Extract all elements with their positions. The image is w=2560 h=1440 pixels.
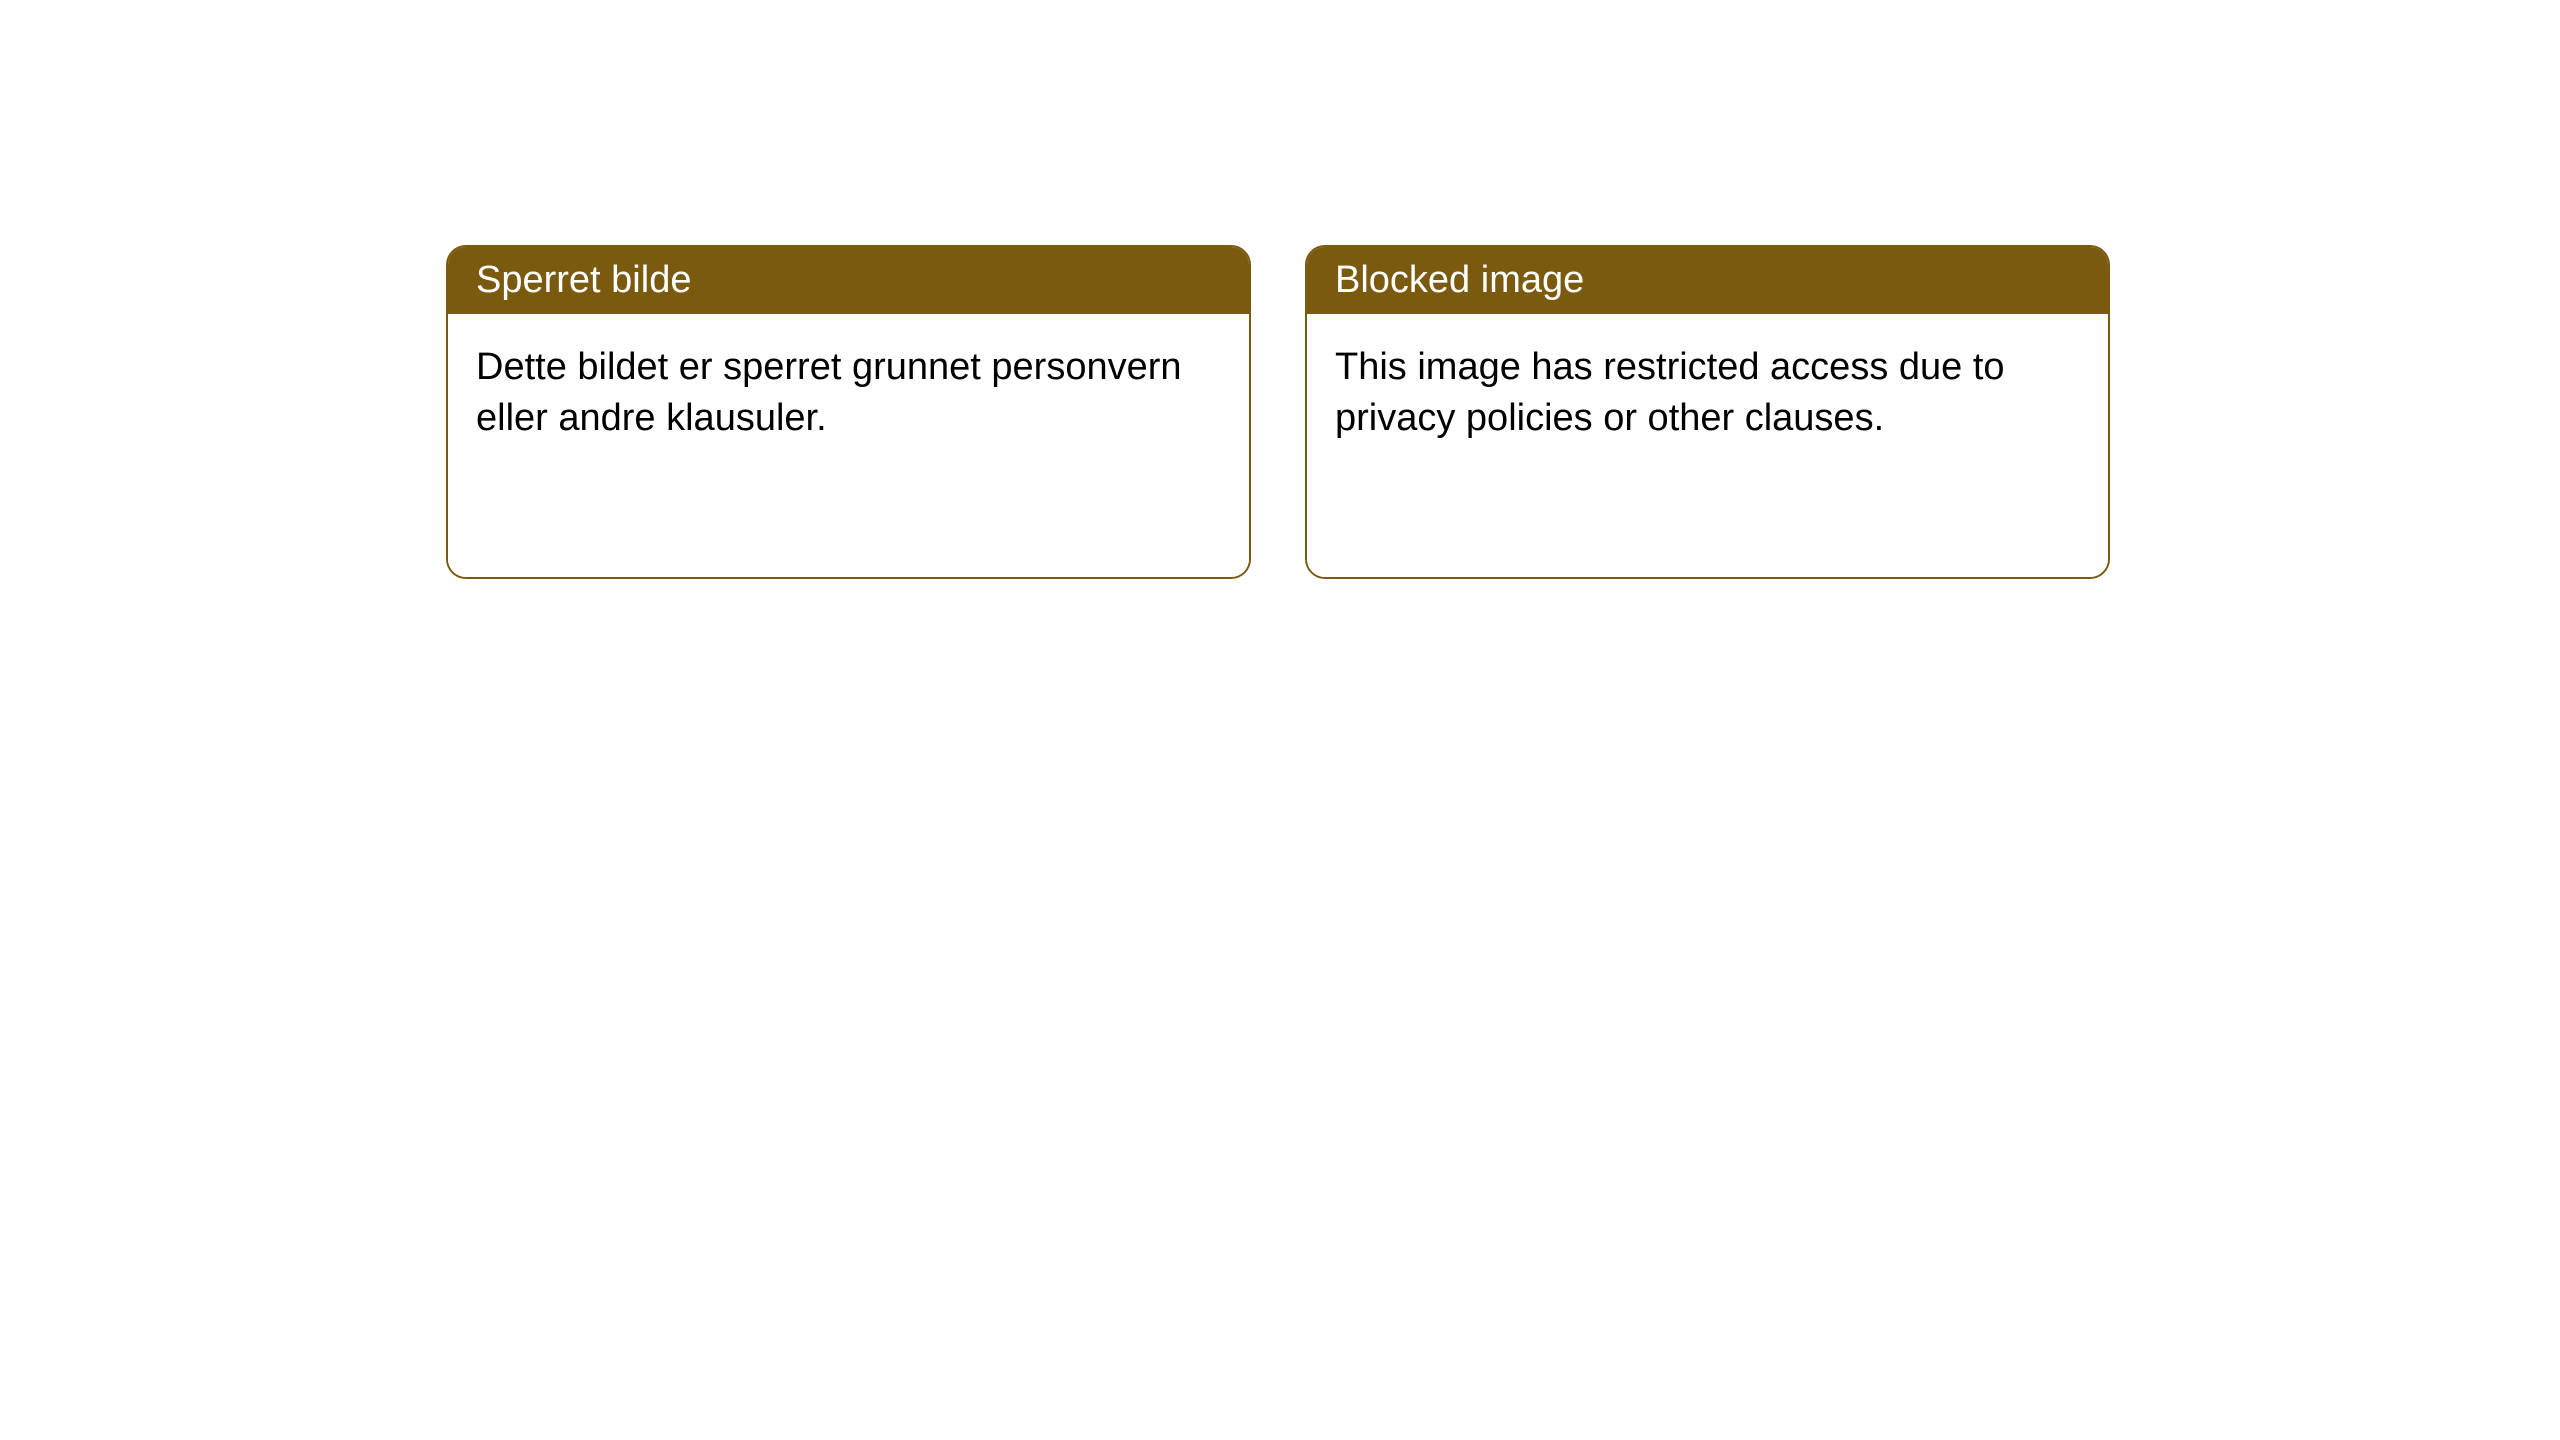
notice-card-norwegian: Sperret bilde Dette bildet er sperret gr… bbox=[446, 245, 1251, 579]
card-body-text: Dette bildet er sperret grunnet personve… bbox=[476, 346, 1182, 439]
card-header: Sperret bilde bbox=[448, 247, 1249, 314]
card-body-text: This image has restricted access due to … bbox=[1335, 346, 2005, 439]
card-body: This image has restricted access due to … bbox=[1307, 314, 2108, 577]
card-body: Dette bildet er sperret grunnet personve… bbox=[448, 314, 1249, 577]
card-title: Blocked image bbox=[1335, 259, 1584, 301]
card-header: Blocked image bbox=[1307, 247, 2108, 314]
notice-container: Sperret bilde Dette bildet er sperret gr… bbox=[0, 0, 2560, 579]
notice-card-english: Blocked image This image has restricted … bbox=[1305, 245, 2110, 579]
card-title: Sperret bilde bbox=[476, 259, 691, 301]
